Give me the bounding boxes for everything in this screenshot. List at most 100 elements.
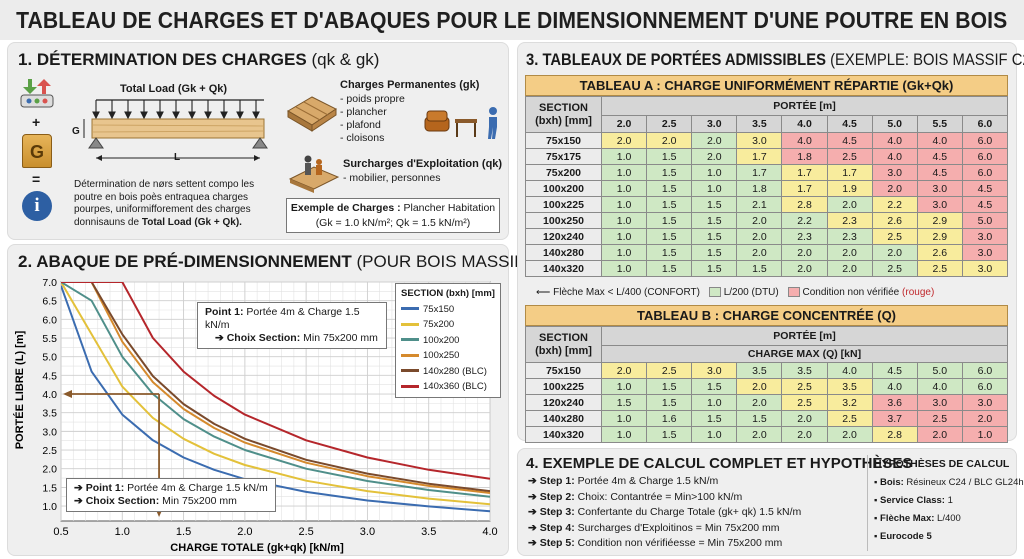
callout-top: Point 1: Portée 4m & Charge 1.5 kN/m ➔ C… (197, 302, 387, 349)
step-label: ➔ Step 5: (528, 537, 575, 549)
tableB-banner: TABLEAU B : CHARGE CONCENTRÉE (Q) (525, 305, 1008, 326)
legend-arrow-text: Flèche Max < L/400 (CONFORT) (553, 287, 700, 298)
callout-top-line2-bold: ➔ Choix Section: (215, 332, 301, 344)
legend-red-word: (rouge) (902, 287, 935, 298)
example-box: Exemple de Charges : Plancher Habitation… (286, 198, 500, 233)
tableB-cell: 1.6 (646, 410, 693, 427)
tableA-cell: 3.0 (916, 196, 963, 213)
legend-item: 100x250 (401, 348, 495, 364)
hyp-label: Service Class: (880, 495, 945, 506)
tableB-cell: 1.5 (736, 410, 783, 427)
tableA-span-7: 5.5 (916, 115, 963, 133)
step-text: Condition non vérifiéesse = Min 75x200 m… (574, 537, 783, 549)
tableB-cell: 1.5 (691, 378, 738, 395)
tableA-cell: 2.0 (600, 132, 648, 149)
tableB-cell: 4.0 (826, 362, 873, 379)
legend-green-text: L/200 (DTU) (723, 287, 779, 298)
table-a: SECTION (bxh) [mm] PORTÉE [m] 2.0 2.5 3.0 3… (525, 96, 1009, 277)
y-tick-label: 1.5 (42, 482, 57, 494)
tableA-cell: 2.5 (871, 228, 918, 245)
hyp-bullet-icon: ▪ (874, 513, 881, 524)
tableA-row-section: 75x150 (525, 132, 602, 149)
tableA-span-2: 3.0 (691, 115, 738, 133)
tableB-cell: 2.5 (916, 410, 963, 427)
tableB-cell: 2.5 (781, 394, 828, 411)
hyp-item: ▪ Service Class: 1 (874, 492, 1024, 510)
legend-swatch (401, 384, 419, 388)
load-description-bold: Total Load (Gk + Qk). (141, 216, 242, 228)
callout-top-bold: Point 1: (205, 306, 244, 318)
y-tick-label: 4.5 (42, 370, 57, 382)
hyp-label: Flèche Max: (880, 513, 935, 524)
tableB-cell: 4.0 (871, 378, 918, 395)
tableA-cell: 2.6 (916, 244, 963, 261)
perm-item-1: - plancher (340, 106, 387, 118)
chart-series (61, 282, 490, 513)
tableB-span-header: PORTÉE [m] (601, 326, 1008, 346)
tableA-cell: 1.7 (736, 148, 783, 165)
tableA-cell: 1.0 (600, 196, 648, 213)
chart-legend: SECTION (bxh) [mm] 75x150 75x200 100x200 10… (395, 283, 501, 398)
x-tick-label: 3.0 (360, 526, 375, 538)
step-label: ➔ Step 3: (528, 506, 575, 518)
tableA-cell: 2.0 (691, 148, 738, 165)
callout-bottom-line2-bold: ➔ Choix Section: (74, 495, 160, 507)
hyp-text: L/400 (934, 513, 961, 524)
table-row: 75x150 2.0 2.5 3.0 3.5 3.5 4.0 4.5 5.0 6.0 (525, 362, 1009, 379)
tableA-cell: 2.2 (781, 212, 828, 229)
step-item: ➔ Step 5: Condition non vérifiéesse = Mi… (528, 536, 801, 552)
tableA-cell: 1.5 (691, 212, 738, 229)
legend-item: 75x200 (401, 317, 495, 333)
tableA-cell: 4.0 (871, 132, 918, 149)
tableA-row-section: 100x250 (525, 212, 602, 229)
tableB-cell: 2.0 (736, 394, 783, 411)
tableA-cell: 1.8 (781, 148, 828, 165)
hyp-label: Eurocode 5 (880, 531, 932, 542)
tableB-section-header: SECTION (bxh) [mm] (525, 326, 602, 363)
legend-arrow-icon: ⟵ (536, 287, 551, 298)
legend-item: 140x360 (BLC) (401, 379, 495, 395)
hyp-text: Résineux C24 / BLC GL24h (903, 477, 1024, 488)
g-weight-label: G (29, 142, 44, 162)
perm-item-2: - plafond (340, 119, 381, 131)
series-line-5 (61, 282, 490, 480)
x-tick-label: 3.5 (421, 526, 436, 538)
tableA-cell: 5.0 (961, 212, 1009, 229)
beam-diagram (83, 99, 268, 161)
tableA-cell: 1.5 (646, 260, 693, 277)
tableA-row-section: 140x320 (525, 260, 602, 277)
tableA-cell: 1.7 (781, 164, 828, 181)
panel-load-determination: 1. DÉTERMINATION DES CHARGES (qk & gk) +… (7, 42, 509, 240)
tableA-row-section: 100x200 (525, 180, 602, 197)
tableA-span-1: 2.5 (646, 115, 693, 133)
y-tick-label: 5.0 (42, 352, 57, 364)
table-row: 120x240 1.5 1.5 1.0 2.0 2.5 3.2 3.6 3.0 3.0 (525, 394, 1009, 411)
tableA-cell: 2.8 (781, 196, 828, 213)
table-row: 140x320 1.0 1.5 1.5 1.5 2.0 2.0 2.5 2.5 3.0 (525, 260, 1009, 277)
table-row: 100x250 1.0 1.5 1.5 2.0 2.2 2.3 2.6 2.9 5.0 (525, 212, 1009, 229)
x-tick-label: 2.5 (298, 526, 313, 538)
load-arrows-icon (20, 79, 54, 108)
step-text: Surcharges d'Exploitinos = Min 75x200 mm (574, 521, 780, 534)
table-row: 100x200 1.0 1.5 1.0 1.8 1.7 1.9 2.0 3.0 4.5 (525, 180, 1009, 197)
tableA-cell: 4.5 (916, 148, 963, 165)
tableA-cell: 1.0 (691, 164, 738, 181)
tableA-cell: 1.0 (600, 180, 648, 197)
tableB-cell: 1.0 (691, 394, 738, 411)
tableA-cell: 2.9 (916, 212, 963, 229)
beam-l-label: L (174, 152, 181, 163)
step-item: ➔ Step 1: Portée 4m & Charge 1.5 kN/m (528, 474, 801, 490)
tableB-cell: 3.0 (916, 394, 963, 411)
tableB-cell: 2.0 (781, 410, 828, 427)
hyp-bullet-icon: ▪ (874, 531, 881, 542)
x-tick-label: 1.5 (176, 526, 191, 538)
furniture-icon (424, 107, 497, 139)
reference-arrow-left (63, 390, 72, 399)
tableB-cell: 1.0 (691, 426, 738, 443)
tableB-cell: 1.5 (600, 394, 648, 411)
tableA-cell: 1.5 (736, 260, 783, 277)
tableA-cell: 3.0 (961, 244, 1009, 261)
load-description: Détermination de nørs settent compo les … (74, 179, 274, 229)
y-tick-label: 5.5 (42, 333, 57, 345)
tableA-span-3: 3.5 (736, 115, 783, 133)
